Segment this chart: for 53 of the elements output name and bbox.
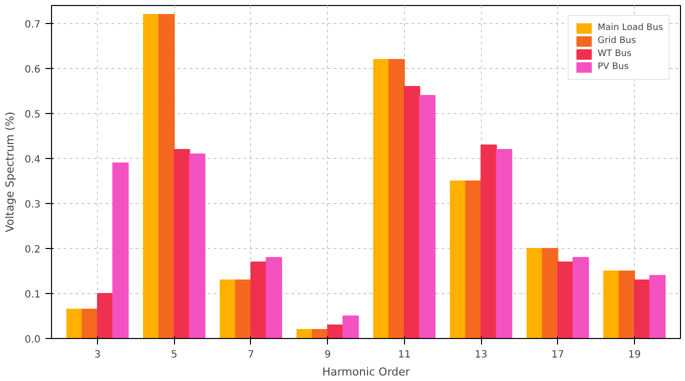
bar bbox=[235, 280, 252, 338]
bar bbox=[388, 59, 405, 338]
bar bbox=[189, 154, 206, 338]
x-tick-label: 13 bbox=[474, 350, 488, 360]
legend-label: Main Load Bus bbox=[598, 23, 663, 33]
bar bbox=[480, 144, 497, 338]
bar bbox=[572, 257, 589, 338]
x-tick-label: 3 bbox=[94, 350, 101, 360]
x-tick-label: 7 bbox=[248, 350, 254, 360]
bar bbox=[373, 59, 390, 338]
bar bbox=[143, 14, 160, 338]
bar bbox=[82, 308, 98, 338]
bar bbox=[296, 329, 313, 338]
bar bbox=[496, 149, 512, 338]
legend-label: PV Bus bbox=[598, 62, 629, 72]
x-tick-label: 11 bbox=[398, 350, 411, 360]
bar bbox=[557, 262, 574, 338]
y-tick-label: 0.0 bbox=[24, 334, 41, 346]
y-axis-title: Voltage Spectrum (%) bbox=[4, 112, 17, 232]
bar bbox=[250, 262, 267, 338]
legend-label: Grid Bus bbox=[598, 36, 636, 46]
bar bbox=[634, 280, 650, 338]
bar bbox=[174, 149, 190, 338]
y-tick-label: 0.1 bbox=[24, 290, 41, 300]
bar bbox=[404, 86, 420, 338]
y-tick-label: 0.6 bbox=[24, 64, 41, 76]
bar bbox=[419, 95, 436, 338]
bar bbox=[266, 257, 282, 338]
bar bbox=[327, 324, 344, 338]
y-tick-label: 0.5 bbox=[24, 110, 41, 120]
bar bbox=[618, 270, 635, 338]
bar bbox=[603, 270, 620, 338]
bar bbox=[542, 248, 558, 338]
y-tick-label: 0.2 bbox=[24, 244, 41, 256]
bar bbox=[220, 280, 236, 338]
x-axis-title: Harmonic Order bbox=[322, 366, 410, 378]
y-tick-label: 0.7 bbox=[24, 20, 41, 30]
bar bbox=[97, 293, 114, 338]
x-tick-label: 17 bbox=[551, 350, 564, 360]
bar bbox=[158, 14, 175, 338]
bar bbox=[526, 248, 543, 338]
x-tick-label: 5 bbox=[171, 350, 178, 360]
x-tick-label: 9 bbox=[324, 350, 331, 360]
bar bbox=[465, 180, 482, 338]
bar bbox=[450, 180, 466, 338]
bar bbox=[66, 308, 83, 338]
y-tick-label: 0.4 bbox=[24, 154, 41, 166]
bar bbox=[342, 316, 359, 338]
bar bbox=[112, 162, 129, 338]
legend-label: WT Bus bbox=[598, 49, 632, 59]
x-tick-label: 19 bbox=[628, 350, 641, 360]
y-tick-label: 0.3 bbox=[24, 200, 41, 210]
bar bbox=[649, 275, 666, 338]
